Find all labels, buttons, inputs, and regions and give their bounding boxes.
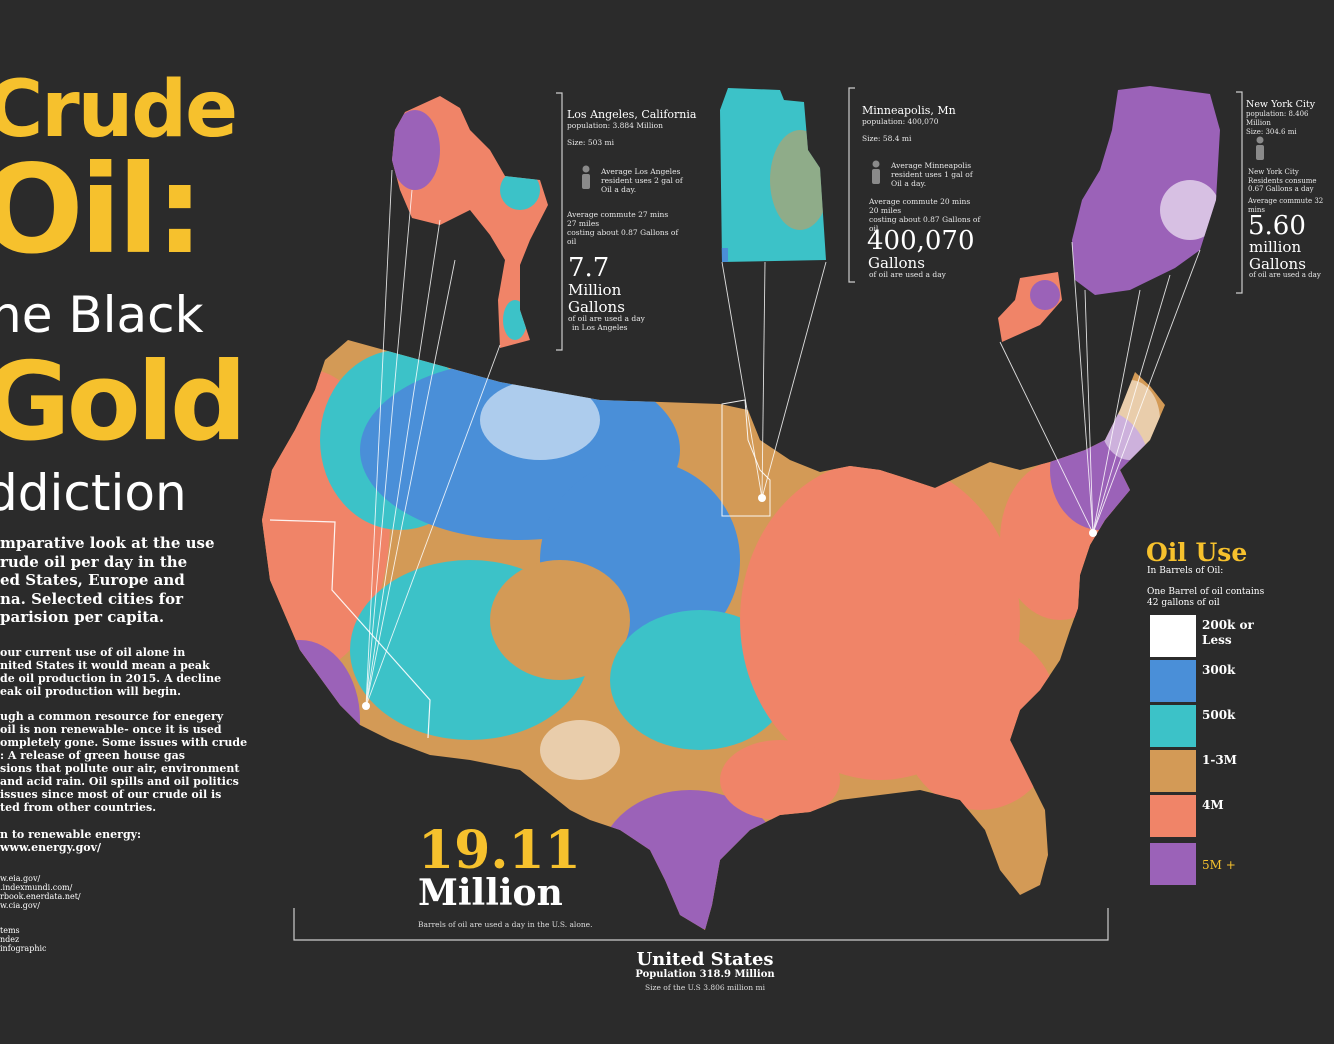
total-caption: Barrels of oil are used a day in the U.S… (418, 920, 593, 929)
title-oil: Oil: (0, 139, 204, 281)
legend-label-5m: 5M + (1202, 858, 1236, 872)
mn-caption: of oil are used a day (869, 270, 946, 279)
ny-caption: of oil are used a day (1249, 271, 1321, 279)
person-icon (872, 160, 880, 184)
legend-title: Oil Use (1146, 538, 1248, 567)
mn-resident-use: Average Minneapolis resident uses 1 gal … (891, 161, 973, 188)
ny-resident-use: New York City Residents consume 0.67 Gal… (1248, 168, 1317, 193)
la-resident-use: Average Los Angeles resident uses 2 gal … (601, 167, 683, 194)
legend-label-4m: 4M (1202, 798, 1224, 812)
legend-label-200k: 200k or Less (1202, 618, 1254, 647)
peak-oil-paragraph: our current use of oil alone in nited Sta… (0, 646, 222, 698)
person-icon (1256, 136, 1264, 160)
intro-text: mparative look at the use rude oil per da… (0, 534, 215, 626)
legend-label-1-3m: 1-3M (1202, 753, 1237, 767)
legend-label-500k: 500k (1202, 708, 1236, 722)
mn-population: population: 400,070 (862, 117, 939, 126)
renewable-link-paragraph: n to renewable energy: www.energy.gov/ (0, 828, 142, 854)
legend-subtitle: In Barrels of Oil: (1147, 566, 1224, 576)
us-size: Size of the U.S 3.806 million mi (645, 983, 765, 992)
legend-swatch-300k (1150, 660, 1196, 702)
ny-size: Size: 304.6 mi (1246, 128, 1297, 136)
ny-name: New York City (1246, 99, 1316, 110)
title-crude: Crude (0, 65, 238, 155)
legend-swatch-1-3m (1150, 750, 1196, 792)
ny-unit-gallons: Gallons (1249, 255, 1306, 273)
mn-info: Minneapolis, Mn population: 400,070 Size… (862, 104, 992, 143)
la-info: Los Angeles, California population: 3.88… (567, 108, 697, 147)
total-value: 19.11 (418, 820, 581, 881)
la-commute: Average commute 27 mins 27 miles costing a… (567, 210, 679, 246)
us-title: United States (636, 949, 774, 970)
title-gold: Gold (0, 340, 247, 465)
mn-unit-gallons: Gallons (868, 254, 925, 272)
la-name: Los Angeles, California (567, 108, 697, 121)
total-unit: Million (418, 872, 563, 914)
ny-big-value: 5.60 (1248, 211, 1306, 241)
title-the-black: he Black (0, 286, 204, 344)
ny-info: New York City population: 8.406 Million … (1246, 99, 1334, 137)
mn-name: Minneapolis, Mn (862, 104, 956, 117)
la-unit-million: Million (568, 281, 622, 299)
issues-paragraph: ugh a common resource for enegery oil is … (0, 710, 248, 814)
mn-commute: Average commute 20 mins 20 miles costing a… (869, 197, 981, 233)
mn-size: Size: 58.4 mi (862, 134, 912, 143)
ny-unit-million: million (1249, 238, 1302, 256)
ny-population: population: 8.406 Million (1246, 110, 1309, 127)
la-caption: of oil are used a day in Los Angeles (568, 314, 645, 332)
legend-swatch-200k (1150, 615, 1196, 657)
la-size: Size: 503 mi (567, 138, 615, 147)
legend-swatch-4m (1150, 795, 1196, 837)
la-population: population: 3.884 Million (567, 121, 663, 130)
ny-commute: Average commute 32 mins (1248, 197, 1324, 214)
mn-big-value: 400,070 (867, 226, 975, 256)
legend-label-300k: 300k (1202, 663, 1236, 677)
legend-swatch-500k (1150, 705, 1196, 747)
la-unit-gallons: Gallons (568, 298, 625, 316)
references-list: w.eia.gov/.indexmundi.com/rbook.enerdata… (0, 874, 81, 910)
title-addiction: ddiction (0, 464, 187, 522)
us-population: Population 318.9 Million (635, 969, 775, 980)
la-big-value: 7.7 (568, 253, 610, 283)
legend-note: One Barrel of oil contains 42 gallons of… (1147, 587, 1265, 608)
legend-swatch-5m (1150, 843, 1196, 885)
credits: tems ndez infographic (0, 926, 47, 953)
person-icon (582, 165, 590, 189)
